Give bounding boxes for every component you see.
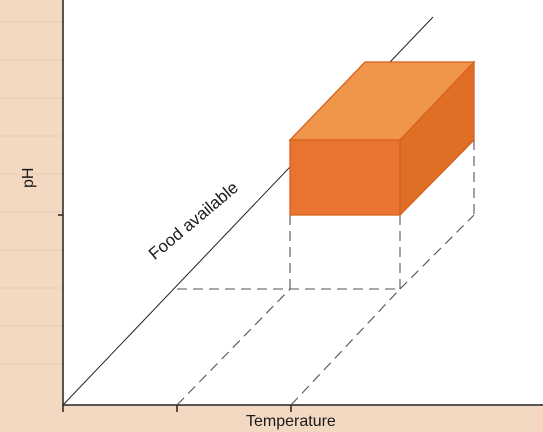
depth-projection-left-dashed [176,288,291,406]
y-axis-label: pH [20,167,37,188]
depth-projection-right-dashed [290,288,401,406]
x-axis-label: Temperature [246,413,336,430]
back-floor-diagonal-dashed [399,214,475,290]
box-front-face [289,139,401,216]
